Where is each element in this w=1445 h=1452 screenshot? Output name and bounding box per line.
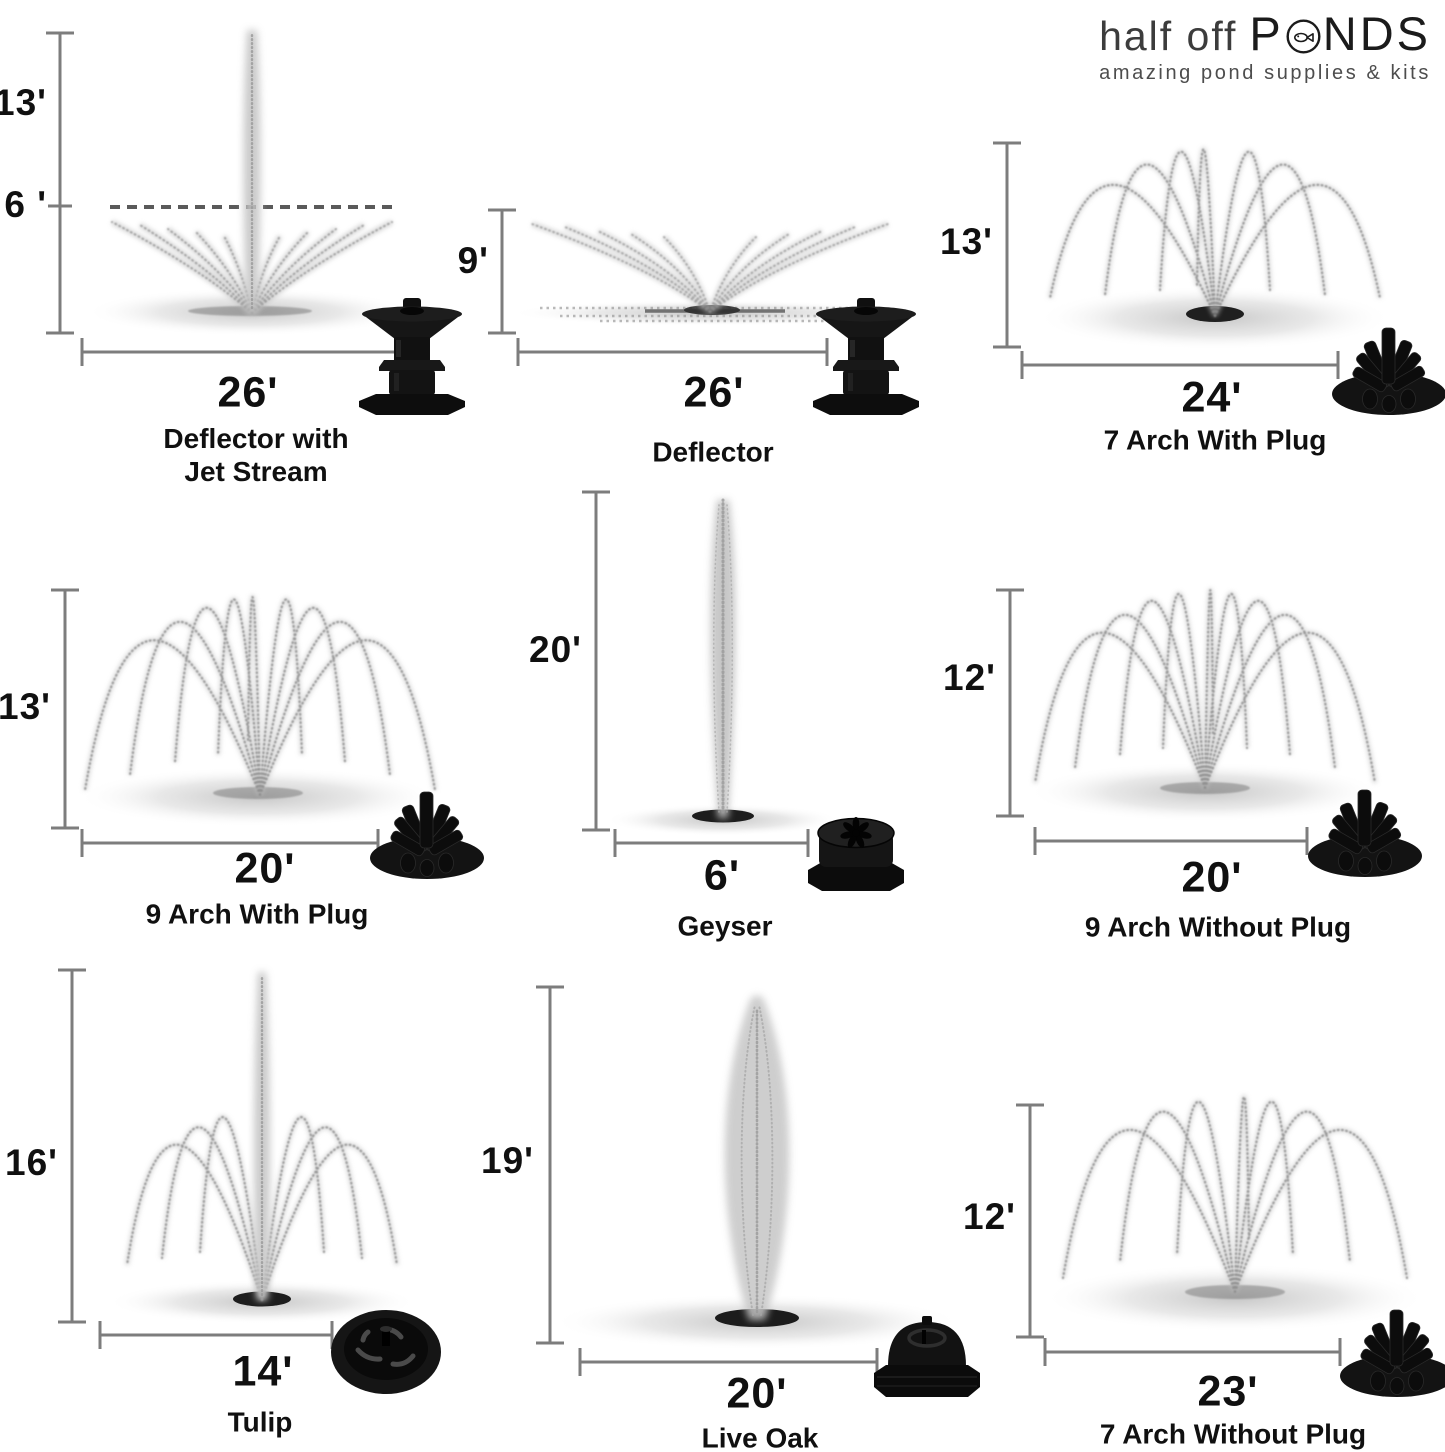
- height-label: 12': [963, 1196, 1016, 1237]
- width-label: 20': [234, 844, 296, 893]
- brand-name-p: P: [1249, 7, 1284, 60]
- width-label: 20': [1181, 853, 1243, 902]
- width-label: 20': [726, 1369, 788, 1418]
- cell-name: 7 Arch Without Plug: [1099, 1418, 1367, 1450]
- deflector-nozzle-icon: [359, 298, 465, 415]
- height-label: 13': [0, 82, 47, 123]
- width-label: 23': [1197, 1367, 1259, 1416]
- geyser-nozzle-icon: [807, 816, 905, 892]
- cell-name: 7 Arch With Plug: [1103, 424, 1327, 456]
- height-label: 16': [5, 1142, 58, 1183]
- dimension-lines: [46, 31, 1342, 1376]
- brand-name: half off P NDS: [1099, 6, 1431, 61]
- 7-arch-spray: [1037, 146, 1393, 350]
- deflector-with-jet-spray: [85, 30, 415, 336]
- width-label: 24': [1181, 373, 1243, 422]
- brand-logo: half off P NDS amazing pond supplies & k…: [1099, 6, 1431, 85]
- 9-arch-spray: [76, 594, 440, 827]
- cell-name-line2: Jet Stream: [184, 456, 328, 487]
- live-oak-spray: [552, 995, 962, 1350]
- brand-tagline: amazing pond supplies & kits: [1099, 62, 1431, 84]
- cell-name: Tulip: [227, 1406, 293, 1438]
- cell-name: Geyser: [677, 910, 773, 942]
- 9-arch-spray: [1027, 587, 1383, 822]
- brand-name-left: half off: [1099, 13, 1238, 59]
- width-label: 14': [232, 1347, 294, 1396]
- width-label: 26': [683, 368, 745, 417]
- jet-height-label: 6 ': [4, 184, 47, 225]
- 7-arch-spray: [1043, 1094, 1427, 1332]
- height-label: 13': [940, 221, 993, 262]
- width-label: 26': [217, 368, 279, 417]
- cell-name: 9 Arch With Plug: [145, 898, 369, 930]
- cell-name-line1: Deflector with: [163, 423, 349, 454]
- tulip-nozzle-icon: [331, 1310, 441, 1394]
- fish-icon: [1286, 19, 1321, 54]
- brand-name-rest: NDS: [1322, 7, 1431, 60]
- width-label: 6': [703, 851, 741, 900]
- height-label: 19': [481, 1140, 534, 1181]
- arch-nozzle-icon: [1331, 327, 1445, 416]
- geyser-spray: [605, 498, 841, 836]
- height-label: 20': [529, 629, 582, 670]
- cell-name: Live Oak: [701, 1422, 819, 1452]
- height-label: 12': [943, 657, 996, 698]
- cell-name: 9 Arch Without Plug: [1084, 911, 1352, 943]
- height-label: 9': [457, 240, 489, 281]
- deflector-nozzle-icon: [813, 298, 919, 415]
- cell-name: Deflector with Jet Stream: [163, 422, 348, 488]
- height-label: 13': [0, 686, 51, 727]
- deflector-spray: [510, 221, 910, 326]
- cell-name: Deflector: [652, 436, 774, 468]
- tulip-spray: [107, 972, 417, 1324]
